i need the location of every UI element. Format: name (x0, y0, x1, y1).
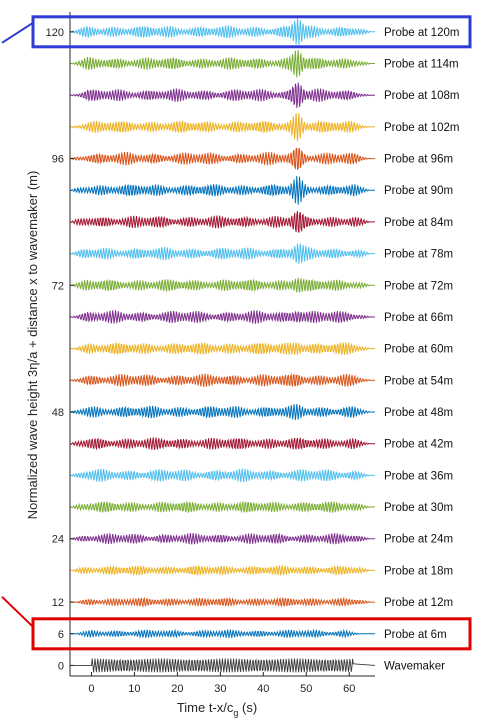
series-label-108: Probe at 108m (384, 90, 459, 102)
series-line-18 (70, 564, 375, 577)
x-tick-label-0: 0 (88, 683, 94, 695)
series-line-120 (69, 18, 375, 45)
series-label-6: Probe at 6m (384, 629, 447, 641)
series-label-78: Probe at 78m (384, 249, 453, 261)
y-tick-label-72: 72 (52, 280, 64, 292)
series-label-36: Probe at 36m (384, 470, 453, 482)
x-tick-label-50: 50 (300, 683, 312, 695)
series-label-18: Probe at 18m (384, 565, 453, 577)
series-label-102: Probe at 102m (384, 122, 459, 134)
series-label-48: Probe at 48m (384, 407, 453, 419)
x-axis-title: Time t-x/cg (s) (177, 700, 257, 718)
series-line-72 (69, 277, 376, 293)
series-line-84 (70, 210, 376, 233)
y-tick-label-12: 12 (52, 597, 64, 609)
highlight-callout-2 (1, 596, 34, 628)
x-tick-label-40: 40 (257, 683, 269, 695)
y-tick-label-48: 48 (52, 407, 64, 419)
label-layer: Wavemaker Probe at 6m Probe at 12m Probe at… (384, 27, 459, 673)
series-line-36 (69, 468, 376, 483)
x-tick-label-60: 60 (343, 683, 355, 695)
series-line-12 (70, 596, 375, 609)
series-line-66 (69, 310, 376, 324)
series-line-60 (69, 341, 375, 356)
series-line-114 (69, 49, 376, 78)
series-line-90 (69, 175, 376, 205)
y-tick-label-96: 96 (52, 154, 64, 166)
series-line-42 (70, 436, 375, 451)
series-line-96 (69, 147, 375, 171)
series-label-72: Probe at 72m (384, 280, 453, 292)
series-label-12: Probe at 12m (384, 597, 453, 609)
highlight-callout-1 (1, 21, 34, 44)
series-line-108 (69, 82, 376, 108)
series-label-114: Probe at 114m (384, 59, 459, 71)
x-axis-title-unit: (s) (238, 700, 257, 715)
series-label-30: Probe at 30m (384, 502, 453, 514)
series-line-54 (69, 372, 376, 388)
series-line-24 (70, 532, 375, 545)
series-label-0: Wavemaker (384, 660, 445, 672)
series-label-66: Probe at 66m (384, 312, 453, 324)
highlight-layer (1, 15, 472, 651)
highlight-box-2 (31, 617, 472, 651)
y-tick-label-24: 24 (52, 534, 64, 546)
x-tick-label-20: 20 (171, 683, 183, 695)
series-label-84: Probe at 84m (384, 217, 453, 229)
series-line-78 (69, 243, 375, 264)
series-line-48 (69, 403, 376, 421)
y-tick-label-120: 120 (46, 27, 64, 39)
series-label-24: Probe at 24m (384, 534, 453, 546)
series-line-0 (70, 658, 376, 673)
x-axis-title-main: Time t-x/c (177, 700, 234, 715)
x-tick-label-10: 10 (128, 683, 140, 695)
series-label-96: Probe at 96m (384, 154, 453, 166)
y-axis-title: Normalized wave height 3η/a + distance x… (25, 171, 40, 520)
x-tick-label-30: 30 (214, 683, 226, 695)
series-label-120: Probe at 120m (384, 27, 459, 39)
series-line-102 (70, 112, 375, 142)
y-tick-label-0: 0 (58, 660, 64, 672)
series-line-6 (70, 628, 375, 639)
tick-layer: 0 10 20 30 40 50 60 0 6 12 24 48 72 96 120 (46, 27, 356, 695)
series-label-42: Probe at 42m (384, 439, 453, 451)
y-tick-label-6: 6 (58, 629, 64, 641)
series-label-90: Probe at 90m (384, 185, 453, 197)
x-axis-title-subscript: g (233, 708, 238, 718)
highlight-box-1 (31, 15, 472, 49)
axes-layer (69, 12, 375, 677)
series-layer (69, 18, 376, 673)
series-line-30 (69, 500, 375, 514)
series-label-60: Probe at 60m (384, 344, 453, 356)
series-label-54: Probe at 54m (384, 375, 453, 387)
